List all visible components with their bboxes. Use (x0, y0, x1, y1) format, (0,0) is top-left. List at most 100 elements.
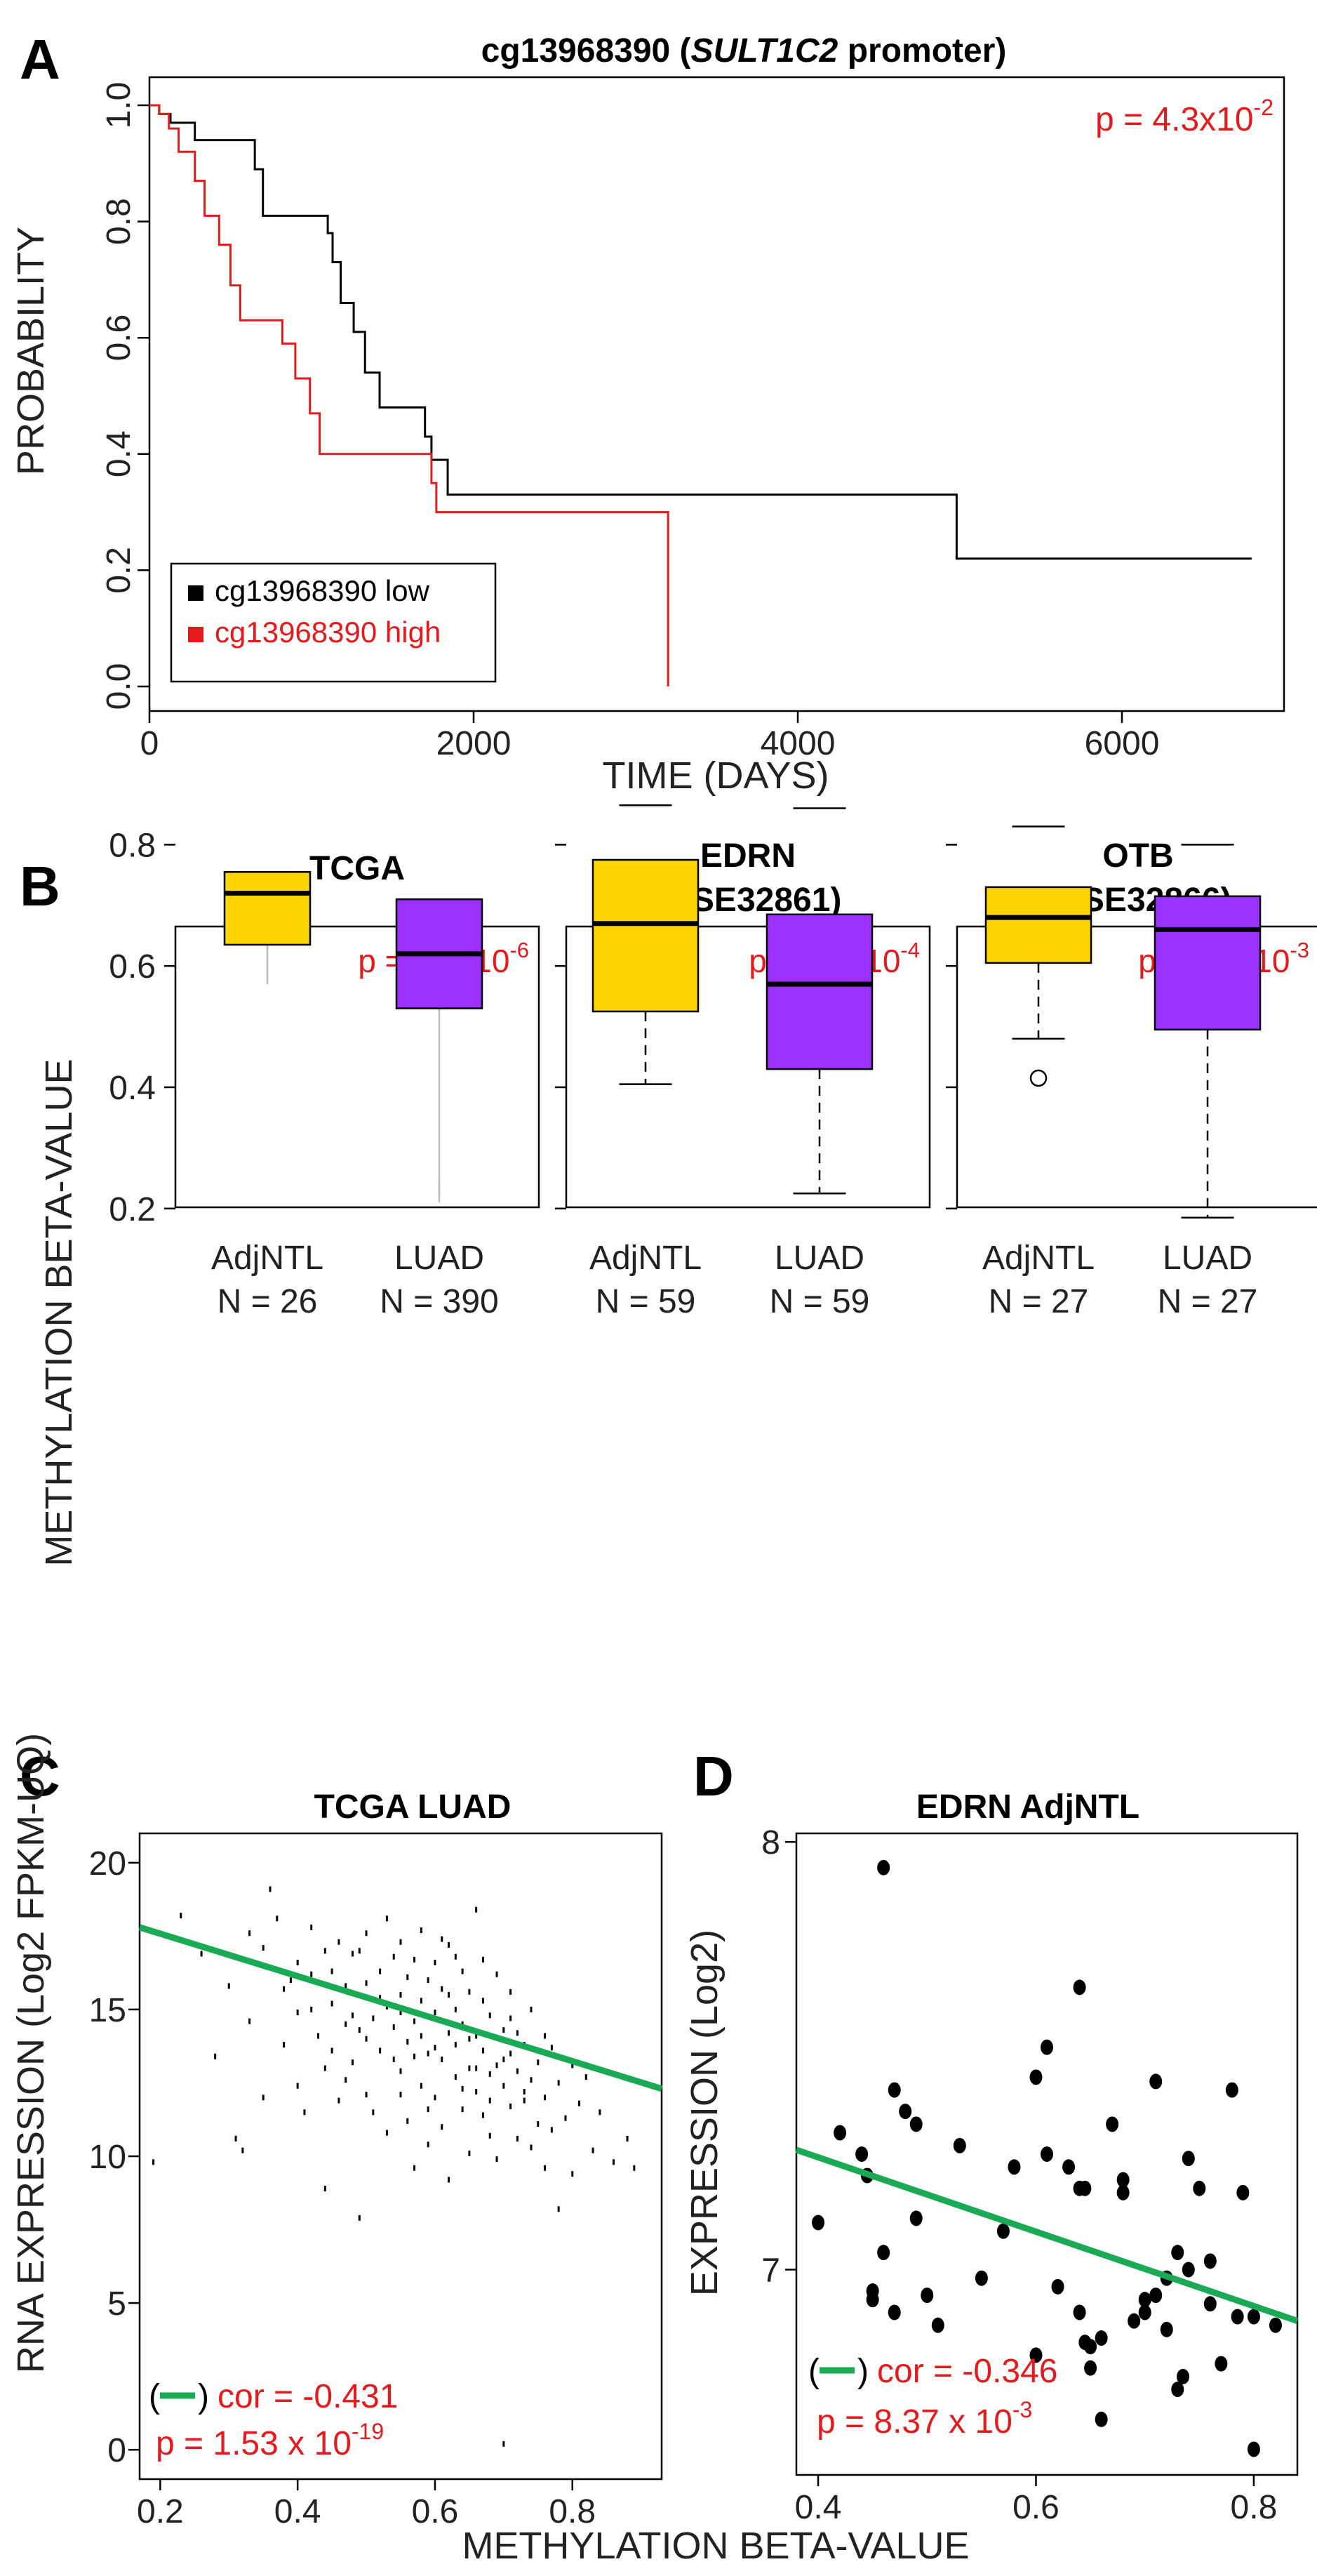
scatter-point (1062, 2159, 1076, 2175)
scatter-c-correlation: cor = -0.431 (218, 2378, 398, 2415)
scatter-point (1203, 2296, 1217, 2312)
scatter-point (434, 1960, 436, 1965)
scatter-x-tick-label: 0.2 (137, 2493, 184, 2530)
scatter-point (866, 2283, 879, 2299)
scatter-point (921, 2288, 934, 2304)
boxplot-y-tick-label: 0.8 (109, 827, 156, 864)
scatter-c-title: TCGA LUAD (314, 1788, 512, 1826)
scatter-point (337, 1939, 340, 1945)
scatter-point (557, 2206, 560, 2212)
scatter-point (481, 1998, 484, 2004)
scatter-point (385, 2130, 388, 2136)
scatter-d-correlation: cor = -0.346 (877, 2353, 1057, 2390)
scatter-point (1177, 2368, 1190, 2384)
scatter-point (1149, 2288, 1163, 2304)
panel-a: A cg13968390 (SULT1C2 promoter) 0 2000 400… (10, 28, 1285, 797)
boxplot-box (984, 886, 1092, 964)
scatter-point (1084, 2360, 1097, 2376)
scatter-point (888, 2304, 901, 2321)
scatter-point (475, 1906, 478, 1913)
scatter-point (537, 2121, 540, 2127)
scatter-point (358, 2027, 361, 2033)
scatter-point (488, 2012, 491, 2019)
km-legend-label-high: cg13968390 high (215, 616, 441, 649)
scatter-point (461, 1968, 464, 1974)
scatter-point (310, 1971, 313, 1977)
scatter-point (1051, 2278, 1064, 2295)
scatter-c-x-axis: 0.2 0.4 0.6 0.8 (137, 2479, 596, 2530)
boxplot-box (1154, 895, 1262, 1031)
scatter-point (323, 2186, 326, 2191)
scatter-point (1171, 2245, 1184, 2261)
scatter-point (372, 2109, 375, 2116)
scatter-point (420, 1927, 422, 1933)
scatter-point (248, 1930, 251, 1937)
scatter-point (475, 2089, 478, 2094)
scatter-d-y-axis-label: EXPRESSION (Log2) (683, 1930, 726, 2296)
scatter-point (495, 2062, 498, 2069)
scatter-point (330, 2000, 333, 2007)
scatter-point (530, 2077, 533, 2083)
km-y-tick-label: 0.8 (100, 198, 138, 245)
boxplot-y-tick-label: 0.2 (109, 1191, 156, 1228)
km-legend-box (170, 562, 497, 683)
km-x-tick-label: 6000 (1085, 725, 1160, 762)
scatter-x-tick-label: 0.4 (274, 2493, 321, 2530)
scatter-point (1116, 2172, 1130, 2188)
scatter-point (379, 1995, 382, 2001)
scatter-point (323, 2065, 326, 2071)
scatter-point (1182, 2262, 1195, 2278)
scatter-point (591, 2147, 594, 2153)
scatter-c-p-value: p = 1.53 x 10-19 (156, 2419, 384, 2462)
boxplot-sample-size: N = 59 (596, 1283, 696, 1320)
scatter-point (1236, 2184, 1250, 2200)
scatter-point (413, 1956, 416, 1963)
km-curve-high (149, 104, 669, 686)
scatter-point (877, 2245, 890, 2261)
scatter-point (855, 2146, 869, 2162)
scatter-point (1203, 2253, 1217, 2269)
scatter-point (296, 1960, 299, 1965)
scatter-point (269, 1886, 272, 1892)
scatter-d-y-axis: 78 (761, 1824, 796, 2290)
scatter-point (454, 2042, 457, 2048)
km-curves (149, 104, 1252, 686)
panel-b: B METHYLATION BETA-VALUE 0.2 0.4 0.6 0.8 TC… (20, 804, 1317, 1567)
scatter-point (1084, 2339, 1097, 2355)
scatter-point (599, 2109, 601, 2116)
scatter-point (289, 1977, 292, 1984)
scatter-point (502, 2083, 505, 2089)
scatter-point (214, 2053, 217, 2059)
boxplot-group-title: TCGA (309, 850, 405, 887)
scatter-point (283, 2042, 286, 2048)
scatter-point (323, 1948, 326, 1954)
scatter-point (475, 2065, 478, 2071)
scatter-point (420, 2033, 422, 2039)
scatter-point (481, 2047, 484, 2054)
scatter-point (441, 1986, 443, 1992)
scatter-point (420, 2083, 422, 2089)
scatter-y-tick-label: 8 (761, 1824, 780, 1861)
scatter-point (953, 2137, 966, 2153)
scatter-point (475, 2033, 478, 2039)
scatter-point (200, 1951, 203, 1957)
boxplot-sample-size: N = 26 (218, 1283, 318, 1320)
scatter-point (1095, 2411, 1108, 2427)
scatter-y-tick-label: 15 (89, 1992, 126, 2029)
scatter-point (571, 2062, 574, 2069)
scatter-point (262, 1945, 265, 1951)
scatter-point (283, 1986, 286, 1992)
scatter-point (1078, 2180, 1092, 2196)
scatter-point (996, 2223, 1010, 2239)
scatter-point (1128, 2313, 1141, 2329)
scatter-point (413, 2053, 416, 2059)
scatter-point (399, 1992, 402, 1998)
scatter-point (365, 1930, 368, 1937)
scatter-point (626, 2135, 629, 2142)
boxplot-category-label: AdjNTL (589, 1240, 702, 1277)
boxplot-sample-size: N = 59 (770, 1283, 870, 1320)
scatter-point (468, 1989, 471, 1995)
scatter-point (488, 2097, 491, 2104)
km-y-tick-label: 0.4 (100, 430, 138, 477)
